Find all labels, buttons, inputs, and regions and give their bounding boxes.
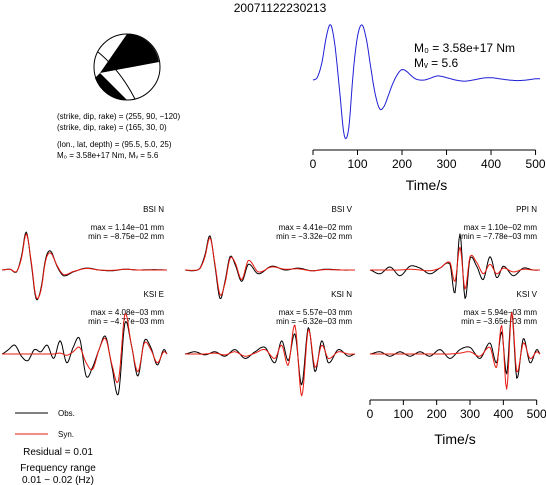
synthetic-waveform bbox=[370, 311, 541, 390]
max-amplitude-label: max = 4.08e−03 mm bbox=[91, 308, 165, 317]
station-label: BSI N bbox=[143, 205, 164, 214]
waveform-x-axis-label: Time/s bbox=[434, 431, 475, 447]
min-amplitude-label: min = −7.78e−03 mm bbox=[461, 232, 537, 241]
waveform-x-tick-label: 0 bbox=[367, 407, 374, 421]
source-time-function-line bbox=[312, 24, 540, 140]
mw-label: Mᵥ = 5.6 bbox=[414, 56, 459, 70]
station-label: PPI N bbox=[516, 205, 537, 214]
stf-x-tick-label: 500 bbox=[526, 157, 546, 171]
moment-magnitude-text: M₀ = 3.58e+17 Nm, Mᵥ = 5.6 bbox=[57, 151, 159, 160]
min-amplitude-label: min = −3.65e−03 mm bbox=[461, 317, 537, 326]
max-amplitude-label: max = 1.10e−02 mm bbox=[464, 223, 538, 232]
waveform-x-tick-label: 200 bbox=[427, 407, 447, 421]
observed-waveform bbox=[369, 233, 540, 299]
waveform-x-tick-label: 500 bbox=[527, 407, 546, 421]
min-amplitude-label: min = −8.75e−02 mm bbox=[88, 232, 164, 241]
nodal-plane-2-text: (strike, dip, rake) = (165, 30, 0) bbox=[57, 123, 167, 132]
legend-obs-label: Obs. bbox=[58, 409, 75, 418]
source-time-function-panel: M₀ = 3.58e+17 Nm Mᵥ = 5.6 0 100 200 300 400 5… bbox=[310, 24, 546, 193]
station-label: KSI E bbox=[144, 290, 164, 299]
figure-title: 20071122230213 bbox=[234, 1, 327, 15]
legend: Obs. Syn. Residual = 0.01 Frequency rang… bbox=[15, 409, 96, 485]
waveform-x-tick-label: 100 bbox=[393, 407, 413, 421]
waveform-time-axis: 0 100 200 300 400 500 Time/s bbox=[367, 399, 546, 447]
stf-x-tick-label: 200 bbox=[392, 157, 412, 171]
hypocenter-text: (lon., lat, depth) = (95.5, 5.0, 25) bbox=[57, 140, 172, 149]
synthetic-waveform bbox=[370, 246, 540, 290]
beachball-compressional-quadrant-2 bbox=[95, 73, 127, 101]
synthetic-waveform bbox=[185, 324, 355, 397]
max-amplitude-label: max = 4.41e−02 mm bbox=[279, 223, 353, 232]
frequency-range-value: 0.01 − 0.02 (Hz) bbox=[22, 475, 94, 485]
observed-waveform bbox=[184, 327, 356, 386]
station-label: KSI V bbox=[517, 290, 538, 299]
waveform-x-tick-label: 300 bbox=[460, 407, 480, 421]
focal-mechanism-beachball bbox=[93, 33, 161, 101]
station-label: BSI V bbox=[332, 205, 353, 214]
observed-waveform bbox=[1, 231, 168, 301]
beachball-nodal-plane bbox=[97, 51, 136, 100]
legend-syn-label: Syn. bbox=[58, 430, 74, 439]
max-amplitude-label: max = 1.14e−01 mm bbox=[91, 223, 165, 232]
synthetic-waveform bbox=[185, 237, 356, 296]
station-label: KSI N bbox=[331, 290, 352, 299]
max-amplitude-label: max = 5.94e−03 mm bbox=[464, 308, 538, 317]
stf-x-axis-label: Time/s bbox=[406, 177, 447, 193]
max-amplitude-label: max = 5.57e−03 mm bbox=[279, 308, 353, 317]
stf-x-tick-label: 100 bbox=[347, 157, 367, 171]
stf-x-tick-label: 400 bbox=[481, 157, 501, 171]
stf-x-tick-label: 0 bbox=[310, 157, 317, 171]
synthetic-waveform bbox=[1, 233, 168, 299]
residual-text: Residual = 0.01 bbox=[23, 447, 93, 458]
synthetic-waveform bbox=[2, 313, 168, 383]
observed-waveform bbox=[1, 320, 168, 396]
beachball-compressional-quadrant-1 bbox=[100, 34, 159, 73]
min-amplitude-label: min = −6.32e−03 mm bbox=[276, 317, 352, 326]
frequency-range-title: Frequency range bbox=[20, 463, 96, 474]
stf-x-tick-label: 300 bbox=[437, 157, 457, 171]
min-amplitude-label: min = −3.32e−02 mm bbox=[276, 232, 352, 241]
waveform-x-tick-label: 400 bbox=[493, 407, 513, 421]
nodal-plane-1-text: (strike, dip, rake) = (255, 90, −120) bbox=[57, 112, 181, 121]
m0-label: M₀ = 3.58e+17 Nm bbox=[414, 41, 515, 55]
